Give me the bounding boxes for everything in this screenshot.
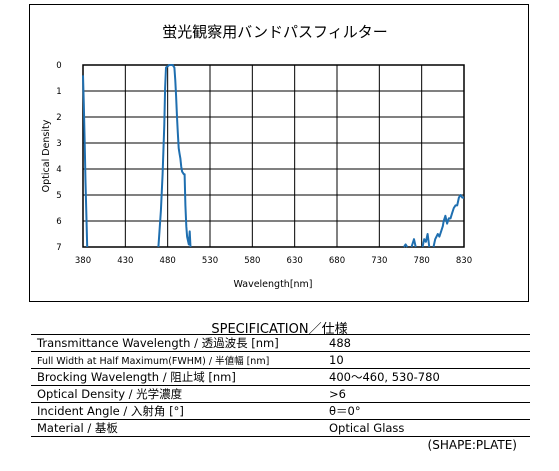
y-tick-label: 6 [56, 217, 61, 227]
y-tick-label: 0 [56, 61, 61, 71]
od-curve-segment [421, 233, 431, 248]
x-tick-label: 430 [117, 256, 133, 266]
plot-area-border [82, 64, 465, 248]
x-tick-label: 830 [456, 256, 472, 266]
spec-value: θ＝0° [315, 402, 530, 420]
spec-label: Material / 基板 [31, 419, 315, 437]
spec-row: Full Width at Half Maximum(FWHM) / 半値幅 [… [31, 351, 530, 369]
od-curve-segment [432, 194, 464, 248]
spec-table: Transmittance Wavelength / 透過波長 [nm] 488… [31, 334, 530, 437]
spec-row: Material / 基板 Optical Glass [31, 419, 530, 437]
spec-value: >6 [315, 385, 530, 403]
chart-title: 蛍光観察用バンドパスフィルター [162, 23, 387, 41]
spec-value: Optical Glass [315, 419, 530, 437]
x-tick-label: 680 [329, 256, 345, 266]
spec-row: Incident Angle / 入射角 [°] θ＝0° [31, 402, 530, 420]
y-tick-label: 1 [56, 87, 61, 97]
y-axis-label: Optical Density [41, 119, 52, 192]
spec-row: Optical Density / 光学濃度 >6 [31, 385, 530, 403]
x-tick-label: 580 [244, 256, 260, 266]
od-curve-segment [157, 64, 192, 248]
spec-title: SPECIFICATION／仕様 [211, 322, 348, 337]
chart-svg: 蛍光観察用バンドパスフィルター 0 1 2 3 4 5 6 7 380 430 480 530 580… [41, 23, 472, 290]
spec-label: Transmittance Wavelength / 透過波長 [nm] [31, 334, 315, 352]
y-tick-label: 2 [56, 113, 61, 123]
spec-label: Full Width at Half Maximum(FWHM) / 半値幅 [… [31, 351, 315, 369]
spec-row: Transmittance Wavelength / 透過波長 [nm] 488 [31, 334, 530, 352]
x-tick-label: 780 [414, 256, 430, 266]
od-curve-segment [403, 243, 409, 248]
y-tick-label: 7 [56, 243, 61, 253]
x-axis-label: Wavelength[nm] [233, 279, 312, 290]
spec-value: 488 [315, 334, 530, 352]
y-tick-label: 4 [56, 165, 61, 175]
spec-row: Brocking Wavelength / 阻止域 [nm] 400～460, … [31, 368, 530, 386]
x-tick-label: 630 [287, 256, 303, 266]
shape-note: (SHAPE:PLATE) [427, 438, 517, 452]
x-tick-label: 480 [160, 256, 176, 266]
chart-frame: 蛍光観察用バンドパスフィルター 0 1 2 3 4 5 6 7 380 430 480 530 580… [29, 4, 529, 302]
spec-value: 400～460, 530-780 [315, 368, 530, 386]
od-curve-segment [410, 238, 417, 248]
spec-label: Optical Density / 光学濃度 [31, 385, 315, 403]
x-tick-label: 380 [75, 256, 91, 266]
x-tick-label: 530 [202, 256, 218, 266]
spec-label: Brocking Wavelength / 阻止域 [nm] [31, 368, 315, 386]
spec-value: 10 [315, 351, 530, 369]
x-tick-label: 730 [371, 256, 387, 266]
y-tick-label: 5 [56, 191, 61, 201]
od-curve-segment [82, 75, 89, 248]
spec-label: Incident Angle / 入射角 [°] [31, 402, 315, 420]
y-tick-label: 3 [56, 139, 61, 149]
